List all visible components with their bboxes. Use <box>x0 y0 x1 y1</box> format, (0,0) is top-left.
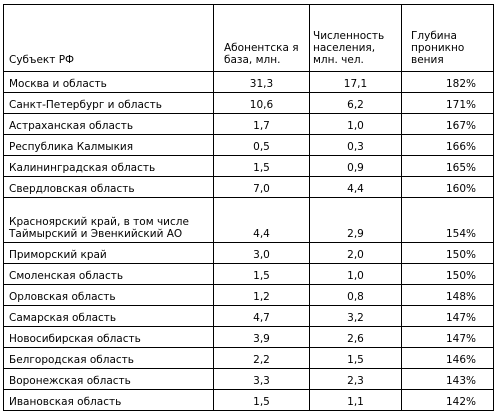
table-row: Москва и область 31,3 17,1 182% <box>3 71 494 93</box>
cell-population: 17,1 <box>309 71 402 93</box>
cell-population: 2,6 <box>309 326 402 348</box>
cell-subscribers: 1,5 <box>213 389 310 411</box>
cell-subscribers: 31,3 <box>213 71 310 93</box>
cell-penetration: 150% <box>401 263 494 285</box>
cell-region: Москва и область <box>3 71 214 93</box>
cell-penetration: 147% <box>401 326 494 348</box>
cell-penetration: 154% <box>401 197 494 243</box>
cell-region: Республика Калмыкия <box>3 134 214 156</box>
cell-subscribers: 4,7 <box>213 305 310 327</box>
cell-population: 2,0 <box>309 242 402 264</box>
cell-population: 1,1 <box>309 389 402 411</box>
cell-region: Астраханская область <box>3 113 214 135</box>
cell-population: 0,3 <box>309 134 402 156</box>
table-row: Воронежская область 3,3 2,3 143% <box>3 368 494 390</box>
cell-subscribers: 2,2 <box>213 347 310 369</box>
cell-population: 2,9 <box>309 197 402 243</box>
table-row: Свердловская область 7,0 4,4 160% <box>3 176 494 198</box>
cell-population: 6,2 <box>309 92 402 114</box>
cell-penetration: 166% <box>401 134 494 156</box>
table-row: Приморский край 3,0 2,0 150% <box>3 242 494 264</box>
cell-subscribers: 1,5 <box>213 155 310 177</box>
cell-subscribers: 10,6 <box>213 92 310 114</box>
cell-penetration: 147% <box>401 305 494 327</box>
cell-population: 1,0 <box>309 113 402 135</box>
cell-penetration: 142% <box>401 389 494 411</box>
header-population: Численность населения, млн. чел. <box>309 4 402 72</box>
cell-penetration: 146% <box>401 347 494 369</box>
cell-region: Калининградская область <box>3 155 214 177</box>
table-row: Ивановская область 1,5 1,1 142% <box>3 389 494 411</box>
cell-subscribers: 7,0 <box>213 176 310 198</box>
cell-subscribers: 3,3 <box>213 368 310 390</box>
cell-subscribers: 1,5 <box>213 263 310 285</box>
cell-region: Приморский край <box>3 242 214 264</box>
table-container: Субъект РФ Абонентска я база, млн. Числе… <box>3 4 494 411</box>
table-row: Смоленская область 1,5 1,0 150% <box>3 263 494 285</box>
table-row: Новосибирская область 3,9 2,6 147% <box>3 326 494 348</box>
table-row: Калининградская область 1,5 0,9 165% <box>3 155 494 177</box>
cell-population: 1,0 <box>309 263 402 285</box>
cell-region: Свердловская область <box>3 176 214 198</box>
cell-penetration: 165% <box>401 155 494 177</box>
header-row: Субъект РФ Абонентска я база, млн. Числе… <box>3 4 494 72</box>
cell-subscribers: 3,9 <box>213 326 310 348</box>
cell-population: 3,2 <box>309 305 402 327</box>
cell-penetration: 167% <box>401 113 494 135</box>
table-row: Орловская область 1,2 0,8 148% <box>3 284 494 306</box>
penetration-table: Субъект РФ Абонентска я база, млн. Числе… <box>3 4 494 411</box>
header-subscribers: Абонентска я база, млн. <box>213 4 310 72</box>
cell-region: Воронежская область <box>3 368 214 390</box>
cell-region: Самарская область <box>3 305 214 327</box>
table-header: Субъект РФ Абонентска я база, млн. Числе… <box>3 4 494 72</box>
cell-population: 4,4 <box>309 176 402 198</box>
cell-penetration: 150% <box>401 242 494 264</box>
table-row: Республика Калмыкия 0,5 0,3 166% <box>3 134 494 156</box>
table-row: Красноярский край, в том числе Таймырски… <box>3 197 494 243</box>
cell-penetration: 171% <box>401 92 494 114</box>
table-row: Самарская область 4,7 3,2 147% <box>3 305 494 327</box>
cell-penetration: 160% <box>401 176 494 198</box>
table-row: Белгородская область 2,2 1,5 146% <box>3 347 494 369</box>
cell-penetration: 143% <box>401 368 494 390</box>
cell-region: Новосибирская область <box>3 326 214 348</box>
cell-penetration: 182% <box>401 71 494 93</box>
cell-population: 0,8 <box>309 284 402 306</box>
cell-subscribers: 3,0 <box>213 242 310 264</box>
header-subject: Субъект РФ <box>3 4 214 72</box>
cell-subscribers: 1,2 <box>213 284 310 306</box>
cell-region: Смоленская область <box>3 263 214 285</box>
table-row: Санкт-Петербург и область 10,6 6,2 171% <box>3 92 494 114</box>
cell-region: Красноярский край, в том числе Таймырски… <box>3 197 214 243</box>
cell-penetration: 148% <box>401 284 494 306</box>
cell-region: Белгородская область <box>3 347 214 369</box>
table-row: Астраханская область 1,7 1,0 167% <box>3 113 494 135</box>
header-penetration: Глубина проникно вения <box>401 4 494 72</box>
cell-region: Санкт-Петербург и область <box>3 92 214 114</box>
cell-subscribers: 0,5 <box>213 134 310 156</box>
cell-region: Ивановская область <box>3 389 214 411</box>
cell-population: 1,5 <box>309 347 402 369</box>
cell-subscribers: 1,7 <box>213 113 310 135</box>
table-body: Москва и область 31,3 17,1 182% Санкт-Пе… <box>3 71 494 411</box>
cell-population: 0,9 <box>309 155 402 177</box>
cell-population: 2,3 <box>309 368 402 390</box>
cell-region: Орловская область <box>3 284 214 306</box>
cell-subscribers: 4,4 <box>213 197 310 243</box>
